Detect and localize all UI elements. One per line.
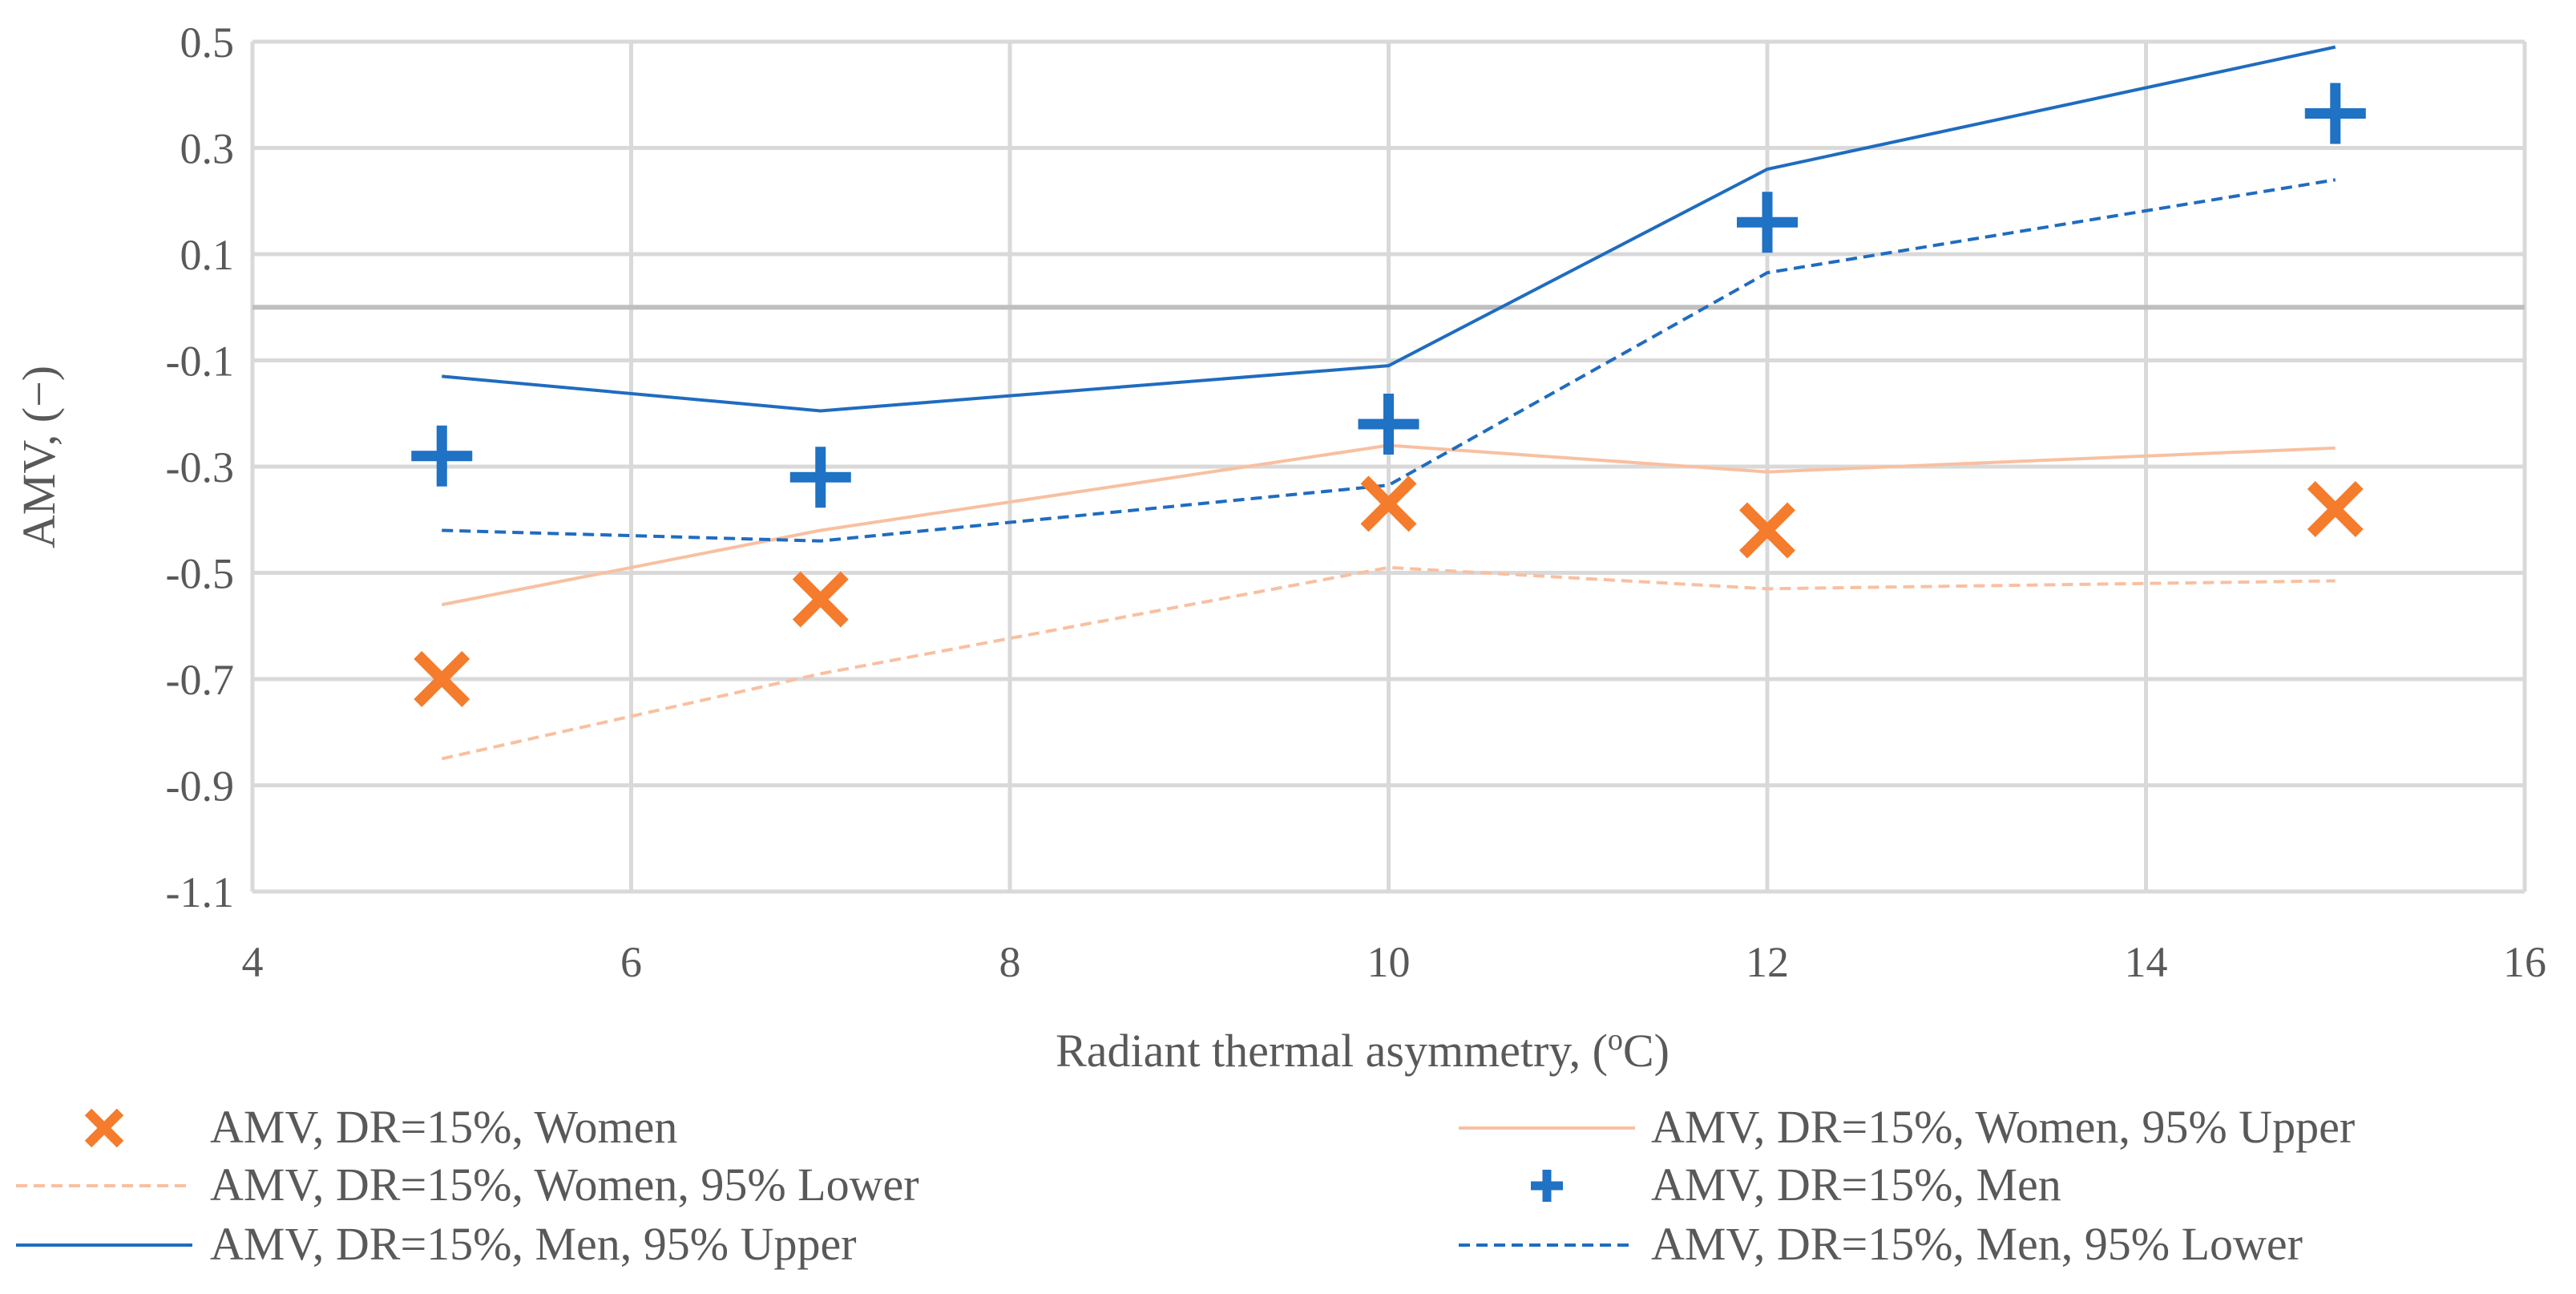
x-axis-title-unit: C) — [1623, 1025, 1670, 1077]
y-tick-label: 0.5 — [180, 18, 235, 67]
x-tick-label: 8 — [999, 938, 1021, 986]
legend-item: AMV, DR=15%, Women, 95% Lower — [16, 1159, 919, 1211]
y-axis-title: AMV, (−) — [13, 366, 65, 548]
series-line-4 — [442, 45, 2336, 413]
y-tick-label: -1.1 — [166, 868, 234, 916]
y-tick-label: -0.5 — [166, 550, 234, 598]
x-tick-label: 10 — [1367, 938, 1411, 986]
men-marker — [2304, 83, 2366, 144]
legend-item: AMV, DR=15%, Men, 95% Lower — [1459, 1218, 2303, 1270]
legend: AMV, DR=15%, Women AMV, DR=15%, Women, 95… — [16, 1101, 2355, 1270]
x-tick-label: 14 — [2125, 938, 2168, 986]
y-tick-label: -0.9 — [166, 762, 234, 811]
marker-stroke — [1360, 475, 1417, 532]
legend-label: AMV, DR=15%, Men, 95% Upper — [210, 1218, 857, 1270]
women-marker — [1739, 502, 1795, 559]
men-marker — [789, 447, 851, 508]
grid — [250, 39, 2527, 894]
marker-stroke — [792, 571, 849, 628]
marker-stroke — [1739, 502, 1795, 559]
legend-item: AMV, DR=15%, Men — [1531, 1159, 2061, 1211]
series — [411, 45, 2366, 761]
women-marker — [2307, 481, 2364, 537]
legend-item: AMV, DR=15%, Women — [84, 1101, 677, 1153]
legend-label: AMV, DR=15%, Women, 95% Upper — [1651, 1101, 2355, 1153]
women-marker — [1360, 475, 1417, 532]
x-tick-label: 6 — [620, 938, 642, 986]
series-line-2 — [441, 565, 2336, 761]
legend-label: AMV, DR=15%, Men, 95% Lower — [1651, 1218, 2303, 1270]
x-tick-label: 16 — [2503, 938, 2546, 986]
women-marker — [792, 571, 849, 628]
x-axis-title: Radiant thermal asymmetry, (oC) — [1056, 1023, 1670, 1077]
legend-swatch — [84, 1108, 124, 1148]
marker-stroke — [2307, 481, 2364, 537]
legend-label: AMV, DR=15%, Women, 95% Lower — [210, 1159, 919, 1211]
legend-item: AMV, DR=15%, Men, 95% Upper — [16, 1218, 857, 1270]
y-tick-label: -0.7 — [166, 656, 234, 704]
legend-label: AMV, DR=15%, Women — [210, 1101, 677, 1153]
legend-label: AMV, DR=15%, Men — [1651, 1159, 2061, 1211]
y-tick-label: 0.3 — [180, 125, 235, 173]
x-axis-title-superscript: o — [1608, 1023, 1623, 1057]
y-tick-label: 0.1 — [180, 231, 235, 279]
x-tick-label: 12 — [1746, 938, 1789, 986]
men-marker — [1737, 192, 1798, 253]
men-marker — [1358, 394, 1419, 455]
x-axis-title-text: Radiant thermal asymmetry, ( — [1056, 1025, 1608, 1077]
y-tick-label: -0.3 — [166, 443, 234, 491]
series-line-5 — [442, 178, 2336, 543]
x-tick-label: 4 — [242, 938, 264, 986]
women-marker — [414, 651, 470, 707]
y-tick-label: -0.1 — [166, 338, 234, 386]
men-marker — [411, 425, 473, 487]
tick-labels: 4 6 8 10 12 14 16 0.5 0.3 0.1 -0.1 -0.3 -0.5 -0.7 -0.9… — [166, 18, 2546, 986]
legend-item: AMV, DR=15%, Women, 95% Upper — [1459, 1101, 2355, 1153]
marker-stroke — [414, 651, 470, 707]
